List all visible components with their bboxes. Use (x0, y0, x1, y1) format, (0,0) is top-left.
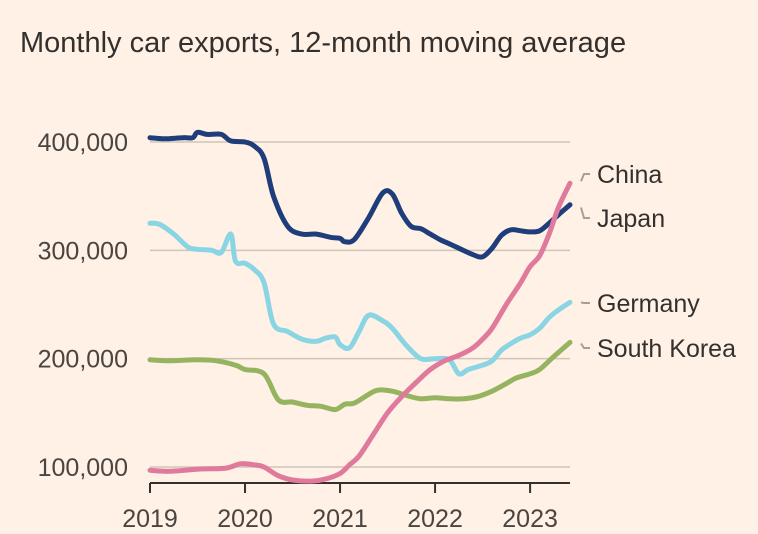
label-leader (580, 173, 590, 182)
series-line-china (147, 180, 573, 484)
y-tick-label: 300,000 (38, 237, 128, 265)
series-label-japan: Japan (597, 205, 665, 233)
series-label-china: China (597, 161, 662, 189)
x-tick-label: 2019 (122, 505, 178, 533)
y-tick-label: 100,000 (38, 454, 128, 482)
x-tick-label: 2023 (502, 505, 558, 533)
series-label-germany: Germany (597, 290, 700, 318)
chart-title: Monthly car exports, 12-month moving ave… (20, 27, 626, 59)
label-leader (580, 301, 590, 304)
x-tick-label: 2020 (217, 505, 273, 533)
label-leader (580, 207, 590, 219)
label-leader (580, 342, 590, 349)
x-tick-label: 2022 (407, 505, 463, 533)
x-axis: 2019 2020 2021 2022 2023 (122, 482, 570, 533)
y-tick-label: 200,000 (38, 346, 128, 374)
series-line-south-korea (147, 339, 573, 413)
series-line-germany (147, 220, 573, 377)
end-labels: China Japan Germany South Korea (580, 161, 736, 363)
x-tick-label: 2021 (312, 505, 368, 533)
y-tick-label: 400,000 (38, 129, 128, 157)
series-label-south-korea: South Korea (597, 335, 736, 363)
series-lines (147, 129, 573, 484)
y-axis-ticks: 100,000 200,000 300,000 400,000 (38, 129, 128, 482)
series-line-japan (147, 129, 573, 260)
